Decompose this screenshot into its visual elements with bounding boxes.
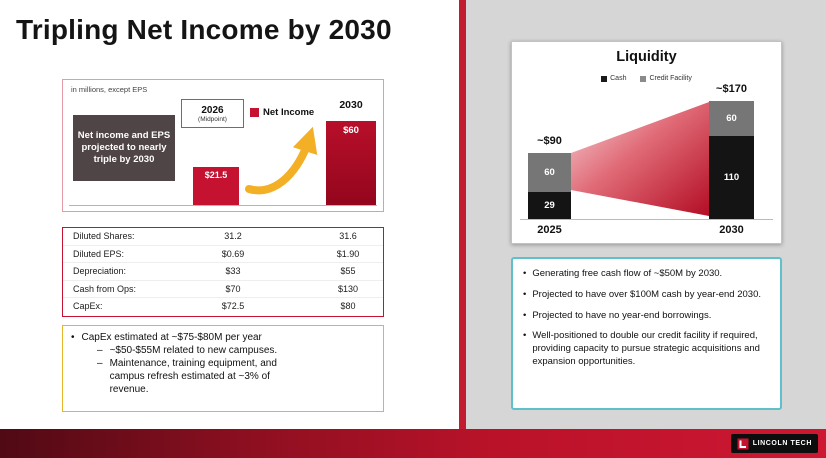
cash-legend-swatch bbox=[601, 75, 608, 82]
table-row: Depreciation: $33 $55 bbox=[63, 263, 383, 281]
cash-flow-note-box: Generating free cash flow of ~$50M by 20… bbox=[511, 257, 782, 410]
year-2030-label: 2030 bbox=[339, 99, 363, 111]
page-title: Tripling Net Income by 2030 bbox=[16, 14, 392, 45]
cash-value-2025: 29 bbox=[544, 200, 555, 211]
growth-arrow-icon bbox=[245, 126, 318, 195]
bar-2030: $60 bbox=[326, 121, 376, 205]
table-value-2026: $70 bbox=[225, 283, 241, 294]
cash-flow-bullet-text: Projected to have over $100M cash by yea… bbox=[532, 288, 761, 300]
cash-legend-label: Cash bbox=[610, 75, 627, 82]
legend-item-credit-facility: Credit Facility bbox=[640, 75, 692, 82]
bar-2026-value: $21.5 bbox=[204, 170, 228, 180]
credit-facility-value-2025: 60 bbox=[544, 167, 555, 178]
cash-segment-2030: 110 bbox=[709, 136, 754, 219]
liquidity-title: Liquidity bbox=[616, 49, 677, 65]
table-row: Diluted Shares: 31.2 31.6 bbox=[63, 228, 383, 246]
legend-item-cash: Cash bbox=[601, 75, 626, 82]
net-income-callout: Net income and EPS projected to nearly t… bbox=[73, 115, 175, 181]
credit-facility-value-2030: 60 bbox=[726, 113, 737, 124]
net-income-legend-swatch bbox=[250, 108, 259, 117]
liquidity-growth-band bbox=[571, 102, 709, 216]
table-row-label: Cash from Ops: bbox=[73, 283, 137, 294]
table-value-2030: $130 bbox=[337, 283, 359, 294]
net-income-legend: Net Income bbox=[250, 107, 314, 118]
cash-flow-bullet: Projected to have over $100M cash by yea… bbox=[523, 289, 770, 302]
net-income-chart-panel: in millions, except EPS Net income and E… bbox=[62, 79, 384, 212]
table-row-label: CapEx: bbox=[73, 301, 103, 312]
cash-value-2030: 110 bbox=[723, 172, 740, 183]
table-row: CapEx: $72.5 $80 bbox=[63, 298, 383, 316]
table-value-2026: $33 bbox=[225, 266, 241, 277]
capex-bullet: CapEx estimated at ~$75-$80M per year bbox=[71, 331, 375, 344]
table-value-2026: $72.5 bbox=[221, 301, 245, 312]
liquidity-chart-card: Liquidity Cash Credit Facility bbox=[511, 41, 782, 244]
lincoln-tech-logo-text: LINCOLN TECH bbox=[752, 440, 812, 447]
table-value-2030: $80 bbox=[340, 301, 356, 312]
capex-note-box: CapEx estimated at ~$75-$80M per year ~$… bbox=[62, 325, 384, 412]
table-row-label: Diluted Shares: bbox=[73, 231, 135, 241]
financial-table: Diluted Shares: 31.2 31.6 Diluted EPS: $… bbox=[62, 227, 384, 317]
table-row: Diluted EPS: $0.69 $1.90 bbox=[63, 246, 383, 264]
liquidity-year-2025: 2025 bbox=[537, 224, 562, 236]
credit-facility-segment-2025: 60 bbox=[528, 153, 571, 192]
chart-baseline bbox=[69, 205, 377, 206]
cash-flow-bullet: Well-positioned to double our credit fac… bbox=[523, 330, 770, 368]
table-value-2030: $55 bbox=[340, 266, 356, 277]
bar-2026: $21.5 bbox=[193, 167, 239, 205]
capex-sub-bullet-text: Maintenance, training equipment, and cam… bbox=[109, 358, 277, 395]
year-2026-label: 2026 bbox=[201, 104, 224, 116]
capex-sub-bullet: Maintenance, training equipment, and cam… bbox=[97, 357, 375, 396]
cash-flow-bullet-text: Projected to have no year-end borrowings… bbox=[532, 309, 712, 321]
table-value-2030: $1.90 bbox=[336, 248, 360, 259]
credit-facility-segment-2030: 60 bbox=[709, 101, 754, 136]
cash-flow-bullet: Generating free cash flow of ~$50M by 20… bbox=[523, 268, 770, 281]
capex-sub-bullet-text: ~$50-$55M related to new campuses. bbox=[109, 345, 278, 356]
capex-sub-bullet: ~$50-$55M related to new campuses. bbox=[97, 344, 375, 357]
credit-facility-legend-swatch bbox=[640, 75, 647, 82]
footer-bar: LINCOLN TECH bbox=[0, 429, 826, 458]
net-income-legend-label: Net Income bbox=[263, 107, 315, 118]
table-row-label: Depreciation: bbox=[73, 266, 127, 277]
cash-flow-bullet-text: Well-positioned to double our credit fac… bbox=[532, 330, 760, 368]
cash-flow-bullet: Projected to have no year-end borrowings… bbox=[523, 310, 770, 323]
vertical-red-divider bbox=[459, 0, 466, 429]
table-value-2026: 31.2 bbox=[224, 231, 242, 241]
capex-bullet-text: CapEx estimated at ~$75-$80M per year bbox=[81, 332, 262, 343]
lincoln-tech-logo: LINCOLN TECH bbox=[730, 434, 818, 453]
lincoln-tech-logo-icon bbox=[737, 438, 749, 449]
liquidity-bar-2025: 60 29 bbox=[528, 153, 571, 219]
table-row: Cash from Ops: $70 $130 bbox=[63, 281, 383, 299]
bar-2030-value: $60 bbox=[343, 125, 359, 136]
table-row-label: Diluted EPS: bbox=[73, 248, 125, 259]
cash-segment-2025: 29 bbox=[528, 192, 571, 219]
liquidity-bar-2030: 60 110 bbox=[709, 101, 754, 219]
table-value-2026: $0.69 bbox=[221, 248, 245, 259]
midpoint-label: (Midpoint) bbox=[198, 115, 227, 123]
liquidity-total-2025: ~$90 bbox=[537, 135, 562, 147]
cash-flow-bullet-text: Generating free cash flow of ~$50M by 20… bbox=[532, 268, 723, 279]
liquidity-year-2030: 2030 bbox=[719, 224, 744, 236]
table-value-2030: 31.6 bbox=[339, 231, 357, 241]
liquidity-legend: Cash Credit Facility bbox=[512, 75, 781, 82]
liquidity-baseline bbox=[520, 219, 773, 220]
units-note: in millions, except EPS bbox=[71, 85, 148, 94]
year-2026-label-box: 2026 (Midpoint) bbox=[181, 99, 244, 128]
liquidity-total-2030: ~$170 bbox=[716, 83, 747, 95]
credit-facility-legend-label: Credit Facility bbox=[649, 75, 692, 82]
